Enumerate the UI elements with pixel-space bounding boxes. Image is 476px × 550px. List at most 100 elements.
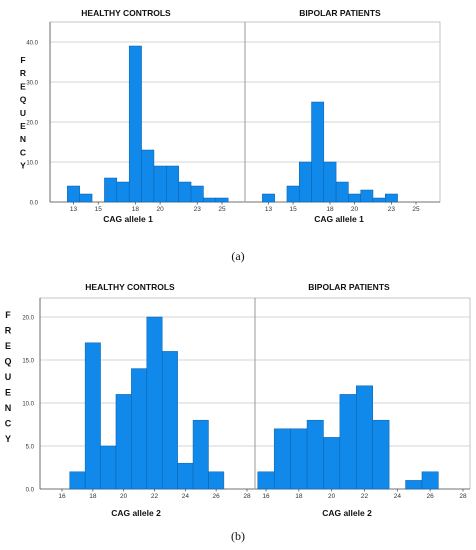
histogram-bar	[166, 165, 179, 203]
histogram-bar	[323, 161, 337, 203]
histogram-bar	[115, 394, 132, 490]
x-tick-label: 18	[132, 206, 140, 213]
histogram-bar	[146, 316, 163, 490]
histogram-bar	[215, 197, 229, 203]
figure-bars	[67, 45, 439, 490]
y-tick-label: 0.0	[26, 488, 35, 494]
histogram-bar	[290, 428, 308, 490]
x-tick-label: 20	[351, 206, 359, 213]
x-tick-label: 28	[459, 493, 467, 500]
x-tick-label: 16	[262, 493, 270, 500]
histogram-bar	[298, 161, 312, 203]
y-tick-label: 0.0	[30, 201, 39, 207]
histogram-bar	[141, 149, 155, 203]
histogram-bar	[79, 193, 93, 203]
panel-title: BIPOLAR PATIENTS	[299, 8, 381, 18]
x-tick-label: 23	[388, 206, 396, 213]
histogram-bar	[273, 428, 291, 490]
x-tick-label: 13	[265, 206, 273, 213]
y-axis-label-letter: Q	[4, 357, 11, 367]
x-tick-label: 24	[394, 493, 402, 500]
x-tick-label: 20	[157, 206, 165, 213]
x-tick-label: 25	[412, 206, 420, 213]
histogram-bar	[348, 193, 361, 203]
histogram-bar	[262, 193, 275, 203]
histogram-bar	[421, 471, 439, 490]
histogram-bar	[104, 177, 118, 203]
y-tick-label: 10.0	[26, 161, 38, 167]
y-tick-label: 20.0	[22, 316, 34, 322]
figure-caption: (a)	[231, 249, 244, 263]
histogram-bar	[323, 437, 341, 490]
x-tick-label: 25	[218, 206, 226, 213]
histogram-bar	[372, 419, 390, 490]
x-tick-label: 13	[70, 206, 78, 213]
figure-frame	[39, 21, 471, 492]
x-tick-label: 22	[151, 493, 159, 500]
plot-area	[244, 21, 441, 203]
histogram-bar	[405, 480, 423, 490]
y-axis-label-letter: E	[20, 81, 26, 91]
histogram-bar	[131, 368, 148, 490]
x-tick-label: 18	[295, 493, 303, 500]
y-tick-label: 30.0	[26, 81, 38, 87]
panel-title: HEALTHY CONTROLS	[85, 282, 175, 292]
panel-title: HEALTHY CONTROLS	[81, 8, 171, 18]
y-axis-label-letter: F	[5, 310, 11, 320]
x-axis-label: CAG allele 1	[103, 214, 153, 224]
panel-title: BIPOLAR PATIENTS	[308, 282, 390, 292]
histogram-bar	[306, 419, 324, 490]
x-tick-label: 24	[182, 493, 190, 500]
x-axis-label: CAG allele 2	[111, 508, 161, 518]
histogram-bar	[385, 193, 398, 203]
histogram-bar	[372, 197, 386, 203]
histogram-bar	[84, 342, 101, 490]
x-tick-label: 15	[289, 206, 297, 213]
y-axis-label-letter: U	[20, 108, 26, 118]
histogram-bar	[69, 471, 86, 490]
y-axis-label-letter: N	[5, 403, 12, 413]
histogram-bar	[67, 185, 80, 203]
histogram-bar	[203, 197, 217, 203]
y-axis-label-letter: Y	[5, 434, 11, 444]
y-axis-label-letter: Y	[20, 161, 26, 171]
histogram-bar	[311, 101, 325, 203]
figure-caption: (b)	[231, 529, 245, 543]
y-axis-label-letter: Q	[20, 95, 27, 105]
histogram-bar	[335, 181, 349, 203]
histogram-bar	[178, 181, 192, 203]
y-tick-label: 15.0	[22, 359, 34, 365]
histogram-bar	[356, 385, 373, 490]
y-axis-label-letter: R	[5, 326, 12, 336]
histogram-bar	[177, 462, 194, 490]
histogram-bar	[128, 45, 142, 203]
x-tick-label: 22	[361, 493, 369, 500]
y-tick-label: 5.0	[26, 445, 35, 451]
y-axis-label-letter: F	[20, 55, 25, 65]
histogram-bar	[257, 471, 275, 490]
x-tick-label: 18	[326, 206, 334, 213]
histogram-bar	[360, 189, 374, 203]
histogram-bar	[116, 181, 130, 203]
x-tick-label: 18	[89, 493, 97, 500]
y-tick-label: 10.0	[22, 402, 34, 408]
y-axis-label-letter: N	[20, 134, 26, 144]
y-axis-label-letter: E	[20, 121, 26, 131]
histogram-bar	[161, 351, 178, 490]
x-tick-label: 26	[427, 493, 435, 500]
y-axis-label-letter: E	[5, 341, 11, 351]
x-tick-label: 23	[194, 206, 202, 213]
histogram-bar	[100, 445, 117, 490]
histogram-bar	[208, 471, 225, 490]
histogram-bar	[286, 185, 300, 203]
y-tick-label: 20.0	[26, 121, 38, 127]
y-tick-label: 40.0	[26, 41, 38, 47]
y-axis-label-letter: C	[20, 147, 26, 157]
y-axis-label-letter: R	[20, 68, 26, 78]
histogram-bar	[153, 165, 167, 203]
y-axis-label-letter: E	[5, 388, 11, 398]
x-axis-label: CAG allele 2	[322, 508, 372, 518]
histogram-bar	[190, 185, 204, 203]
